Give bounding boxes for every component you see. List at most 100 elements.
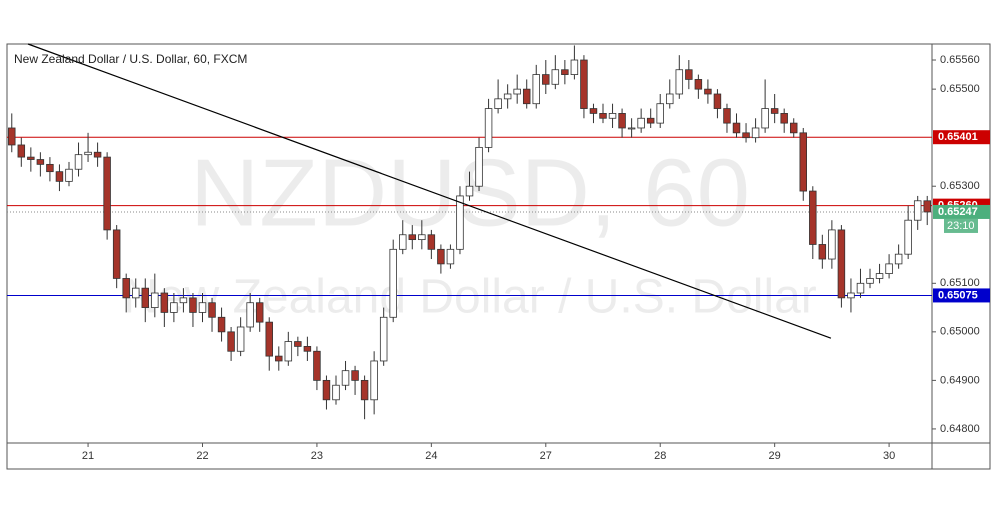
- candle-body: [799, 132, 808, 192]
- candle-body: [255, 302, 264, 323]
- y-tick-label: 0.65100: [940, 277, 980, 289]
- candle-body: [27, 156, 35, 160]
- candle-body: [446, 248, 455, 265]
- candle-body: [913, 200, 922, 221]
- x-tick-label: 29: [769, 450, 781, 462]
- candle-body: [694, 79, 703, 90]
- candle-body: [904, 219, 912, 255]
- countdown-label: 23:10: [947, 220, 975, 232]
- candle-body: [761, 108, 769, 129]
- candle-body: [17, 144, 26, 158]
- candle-body: [866, 278, 874, 284]
- candle-body: [246, 302, 254, 328]
- candle-body: [170, 302, 178, 313]
- candle-body: [456, 195, 464, 250]
- candle-body: [770, 108, 779, 114]
- candle-body: [561, 69, 569, 75]
- candle-body: [494, 98, 502, 109]
- candle-body: [818, 244, 827, 260]
- candle-body: [551, 69, 560, 85]
- candle-body: [389, 248, 397, 318]
- y-tick-label: 0.65560: [940, 54, 980, 66]
- candle-body: [437, 248, 445, 265]
- candle-body: [780, 113, 788, 124]
- candle-body: [8, 127, 16, 146]
- level-label-box: [933, 288, 990, 303]
- y-tick-label: 0.65000: [940, 326, 980, 338]
- candle-body: [704, 88, 712, 95]
- candle-body: [418, 234, 426, 241]
- candle-body: [847, 292, 855, 299]
- candle-body: [484, 108, 493, 148]
- current-price-box: [933, 204, 990, 219]
- candle-body: [608, 113, 617, 119]
- candle-body: [160, 292, 169, 313]
- candle-body: [742, 132, 750, 139]
- candle-body: [84, 151, 92, 156]
- candle-body: [408, 234, 417, 241]
- y-tick-label: 0.64800: [940, 423, 980, 435]
- candle-body: [379, 316, 388, 362]
- candle-body: [332, 384, 340, 401]
- candle-body: [217, 316, 226, 333]
- candle-body: [112, 229, 121, 279]
- candle-body: [828, 229, 836, 260]
- level-label: 0.65401: [938, 131, 978, 143]
- candle-body: [732, 122, 741, 134]
- candle-body: [303, 346, 312, 352]
- candle-body: [713, 93, 722, 109]
- candle-body: [637, 117, 645, 129]
- candle-body: [503, 93, 512, 100]
- trendline: [27, 43, 832, 339]
- candle-body: [627, 127, 636, 130]
- candle-body: [55, 171, 64, 182]
- candle-body: [723, 108, 731, 124]
- candle-body: [580, 59, 588, 109]
- candle-body: [875, 273, 884, 279]
- candle-body: [675, 69, 684, 95]
- x-tick-label: 28: [654, 450, 666, 462]
- candle-body: [856, 282, 865, 294]
- candle-body: [618, 113, 626, 129]
- candle-body: [589, 108, 598, 114]
- candle-body: [351, 370, 359, 381]
- y-tick-label: 0.64900: [940, 374, 980, 386]
- x-tick-label: 22: [196, 450, 208, 462]
- candle-body: [656, 103, 664, 124]
- candle-body: [685, 69, 693, 80]
- level-label-box: [933, 130, 990, 145]
- candle-body: [894, 253, 903, 265]
- candle-body: [93, 151, 102, 158]
- candle-body: [399, 234, 407, 250]
- chart-frame: [6, 43, 991, 470]
- candle-body: [275, 355, 283, 362]
- candle-body: [74, 154, 83, 170]
- candle-body: [313, 350, 321, 381]
- candle-body: [36, 159, 45, 165]
- candle-body: [789, 122, 798, 134]
- chart-title: New Zealand Dollar / U.S. Dollar, 60, FX…: [14, 52, 247, 66]
- candle-body: [65, 168, 73, 182]
- candle-body: [208, 302, 216, 318]
- x-tick-label: 27: [540, 450, 552, 462]
- candle-body: [322, 379, 331, 401]
- candle-body: [570, 59, 579, 75]
- candle-body: [809, 190, 817, 245]
- y-tick-label: 0.65300: [940, 180, 980, 192]
- candle-body: [475, 146, 483, 187]
- candle-body: [513, 88, 521, 95]
- watermark-name: New Zealand Dollar / U.S. Dollar: [123, 271, 817, 324]
- candle-body: [646, 117, 655, 124]
- candle-body: [370, 360, 378, 401]
- candle-body: [151, 292, 159, 308]
- candle-body: [599, 113, 607, 119]
- candle-body: [465, 185, 474, 197]
- candle-body: [265, 321, 273, 357]
- x-tick-label: 24: [425, 450, 437, 462]
- candle-body: [666, 93, 674, 105]
- candle-body: [923, 200, 931, 213]
- candle-body: [427, 234, 436, 250]
- candle-body: [542, 74, 550, 85]
- candle-body: [122, 278, 130, 299]
